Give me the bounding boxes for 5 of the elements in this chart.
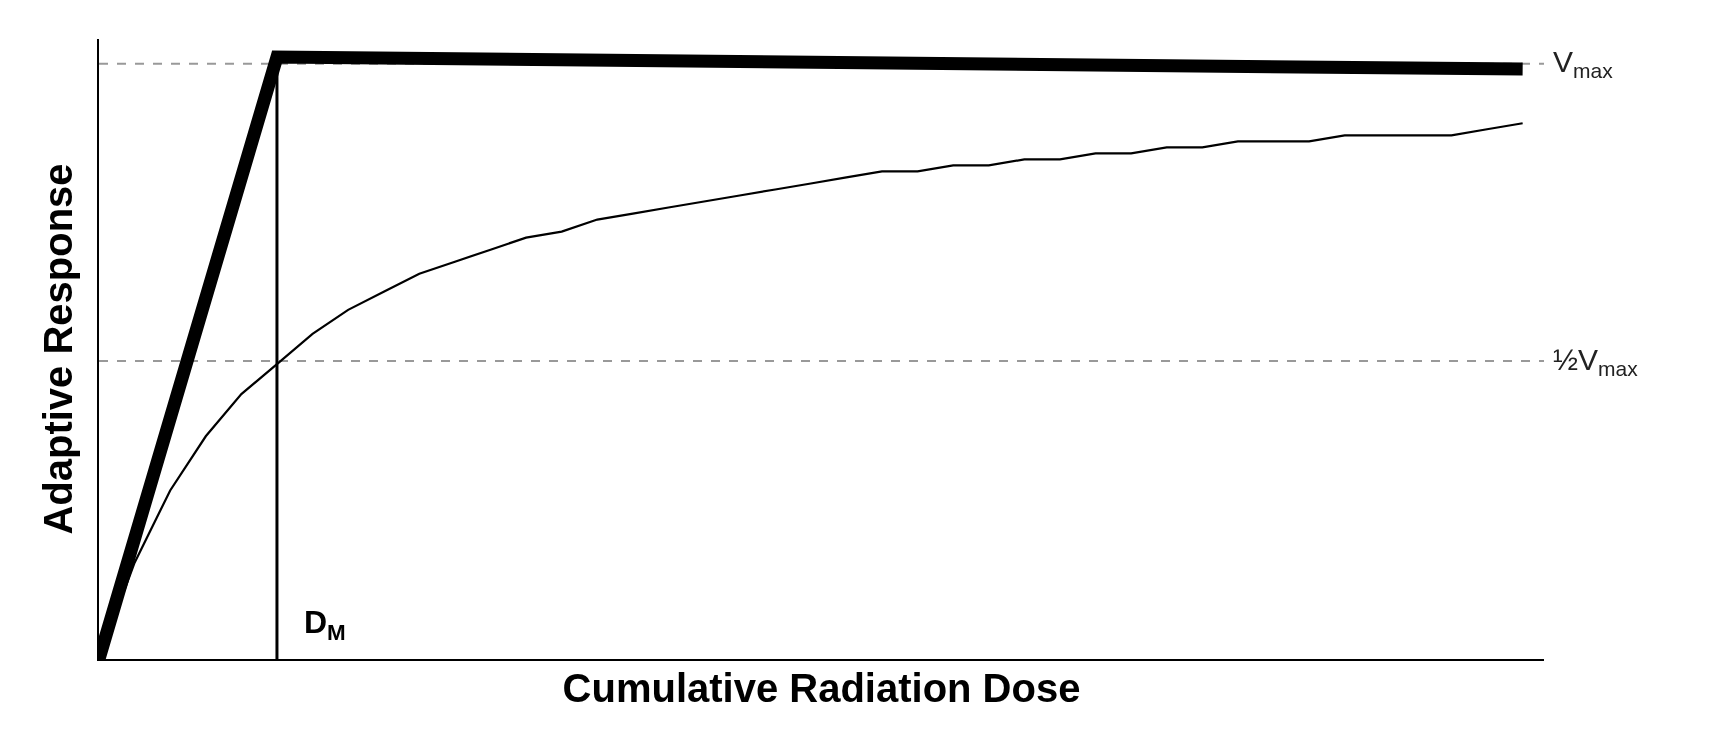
text: D$_{M}$: [304, 604, 346, 645]
ref-line-label: V$_{max}$: [1553, 45, 1614, 83]
x-axis-title: Cumulative Radiation Dose: [562, 666, 1081, 711]
ref-line-label: ½V$_{max}$: [1553, 343, 1639, 381]
y-axis-title: Adaptive Response: [36, 163, 80, 535]
